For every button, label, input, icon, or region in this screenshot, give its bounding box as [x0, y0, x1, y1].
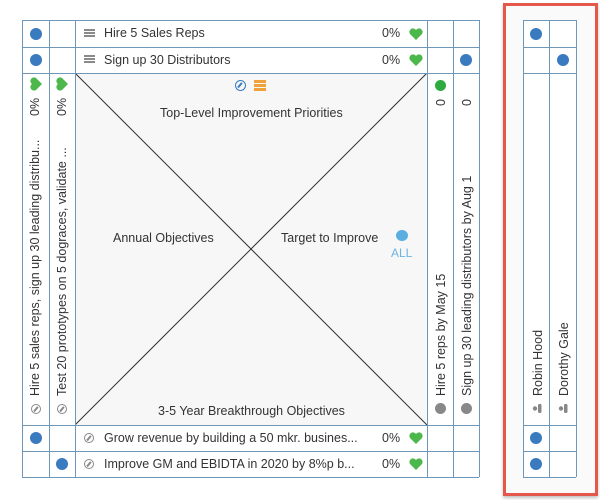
list-icon: [84, 29, 95, 39]
person-icon: [532, 404, 542, 413]
objective-percent: 0%: [382, 431, 401, 445]
target-label[interactable]: Hire 5 reps by May 15: [434, 273, 448, 396]
objective-percent: 0%: [382, 457, 401, 471]
priority-percent: 0%: [382, 53, 401, 67]
correlation-dot[interactable]: [56, 458, 68, 470]
breakthrough-objectives-label: 3-5 Year Breakthrough Objectives: [158, 404, 345, 418]
assignment-dot[interactable]: [530, 458, 542, 470]
assignment-dot[interactable]: [557, 54, 569, 66]
heart-icon: [409, 458, 423, 470]
person-name[interactable]: Dorothy Gale: [557, 322, 571, 396]
objective-label[interactable]: Improve GM and EBIDTA in 2020 by 8%p b..…: [104, 457, 355, 471]
compass-icon: [31, 404, 41, 414]
top-level-priorities-label: Top-Level Improvement Priorities: [160, 106, 343, 120]
correlation-dot[interactable]: [460, 54, 472, 66]
stack-icon[interactable]: [254, 80, 266, 91]
heart-icon: [409, 28, 423, 40]
target-label[interactable]: Sign up 30 leading distributors by Aug 1: [460, 175, 474, 396]
annual-objective-label[interactable]: Test 20 prototypes on 5 dograces, valida…: [55, 147, 69, 396]
gauge-icon: [435, 403, 446, 414]
gauge-icon: [461, 403, 472, 414]
assignment-dot[interactable]: [530, 432, 542, 444]
target-to-improve-label: Target to Improve: [281, 231, 379, 245]
heart-icon: [56, 77, 68, 91]
person-icon: [558, 404, 568, 413]
list-icon: [84, 55, 95, 65]
priority-percent: 0%: [382, 26, 401, 40]
assignment-dot[interactable]: [530, 28, 542, 40]
annual-objective-percent: 0%: [55, 97, 69, 116]
annual-objective-percent: 0%: [28, 97, 42, 116]
correlation-dot[interactable]: [30, 54, 42, 66]
compass-icon: [84, 433, 94, 443]
correlation-dot[interactable]: [30, 28, 42, 40]
heart-icon: [30, 77, 42, 91]
priority-label[interactable]: Sign up 30 Distributors: [104, 53, 231, 67]
annual-objective-label[interactable]: Hire 5 sales reps, sign up 30 leading di…: [28, 139, 42, 396]
gauge-icon[interactable]: [396, 230, 408, 241]
person-name[interactable]: Robin Hood: [531, 329, 545, 396]
annual-objectives-label: Annual Objectives: [113, 231, 214, 245]
objective-label[interactable]: Grow revenue by building a 50 mkr. busin…: [104, 431, 358, 445]
target-value: 0: [460, 99, 474, 106]
compass-icon: [84, 459, 94, 469]
filter-all-link[interactable]: ALL: [391, 246, 413, 260]
correlation-dot[interactable]: [30, 432, 42, 444]
priority-label[interactable]: Hire 5 Sales Reps: [104, 26, 205, 40]
heart-icon: [409, 54, 423, 66]
status-dot: [435, 80, 446, 91]
compass-icon[interactable]: [235, 80, 246, 91]
matrix-diagonals: [75, 73, 427, 425]
heart-icon: [409, 432, 423, 444]
compass-icon: [57, 404, 67, 414]
target-value: 0: [434, 99, 448, 106]
